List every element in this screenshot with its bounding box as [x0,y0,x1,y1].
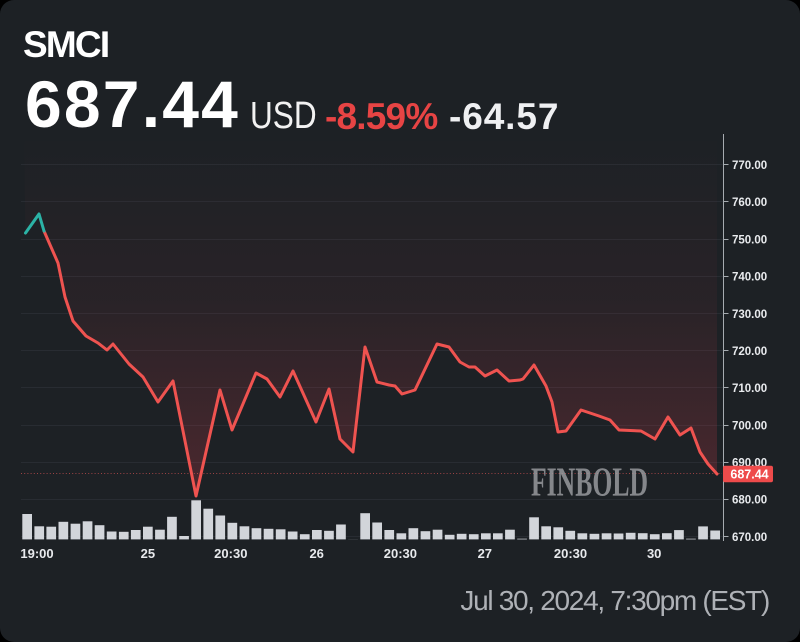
svg-text:19:00: 19:00 [20,546,53,561]
svg-text:27: 27 [478,546,492,561]
svg-text:730.00: 730.00 [732,309,767,321]
svg-text:25: 25 [141,546,155,561]
svg-text:760.00: 760.00 [732,197,767,209]
svg-text:FINBOLD: FINBOLD [531,459,648,505]
svg-text:20:30: 20:30 [214,546,247,561]
svg-text:20:30: 20:30 [554,546,587,561]
svg-text:700.00: 700.00 [732,420,767,432]
svg-text:740.00: 740.00 [732,272,767,284]
svg-text:687.44: 687.44 [730,467,768,481]
svg-text:770.00: 770.00 [732,160,767,172]
svg-text:710.00: 710.00 [732,383,767,395]
svg-text:750.00: 750.00 [732,234,767,246]
svg-text:30: 30 [647,546,661,561]
svg-text:680.00: 680.00 [732,495,767,507]
svg-text:670.00: 670.00 [732,532,767,544]
svg-text:26: 26 [309,546,323,561]
svg-text:720.00: 720.00 [732,346,767,358]
svg-text:20:30: 20:30 [384,546,417,561]
